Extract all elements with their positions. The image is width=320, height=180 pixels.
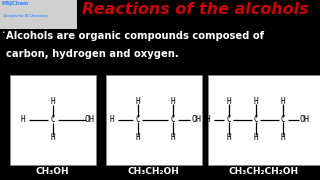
Text: Alcohols are organic compounds composed of: Alcohols are organic compounds composed … bbox=[6, 31, 265, 41]
FancyBboxPatch shape bbox=[208, 75, 320, 165]
FancyBboxPatch shape bbox=[10, 75, 96, 165]
Text: H: H bbox=[254, 133, 258, 142]
Text: CH₃CH₂OH: CH₃CH₂OH bbox=[128, 166, 180, 176]
Text: C: C bbox=[135, 115, 140, 124]
Text: CH₃OH: CH₃OH bbox=[36, 166, 70, 176]
Text: H: H bbox=[281, 133, 285, 142]
Text: H: H bbox=[51, 133, 55, 142]
Text: C: C bbox=[281, 115, 285, 124]
Text: Tutorials for IB Chemistry: Tutorials for IB Chemistry bbox=[2, 14, 47, 18]
Text: MSJChem: MSJChem bbox=[2, 1, 29, 6]
Text: H: H bbox=[135, 133, 140, 142]
Text: H: H bbox=[51, 97, 55, 106]
Text: H: H bbox=[281, 97, 285, 106]
Text: H: H bbox=[227, 97, 231, 106]
Text: C: C bbox=[227, 115, 231, 124]
Text: H: H bbox=[171, 97, 175, 106]
Text: H: H bbox=[110, 115, 114, 124]
Text: OH: OH bbox=[84, 115, 95, 124]
Text: H: H bbox=[135, 97, 140, 106]
Text: CH₃CH₂CH₂OH: CH₃CH₂CH₂OH bbox=[229, 166, 299, 176]
Text: C: C bbox=[51, 115, 55, 124]
Text: Tutorials for IB Chemistry: Tutorials for IB Chemistry bbox=[2, 14, 47, 18]
FancyBboxPatch shape bbox=[0, 0, 77, 29]
Text: •: • bbox=[2, 30, 5, 35]
Text: C: C bbox=[254, 115, 258, 124]
Text: OH: OH bbox=[300, 115, 310, 124]
Text: Reactions of the alcohols: Reactions of the alcohols bbox=[82, 2, 308, 17]
Text: H: H bbox=[20, 115, 25, 124]
Text: H: H bbox=[227, 133, 231, 142]
Text: C: C bbox=[171, 115, 175, 124]
Text: OH: OH bbox=[192, 115, 202, 124]
FancyBboxPatch shape bbox=[106, 75, 202, 165]
Text: carbon, hydrogen and oxygen.: carbon, hydrogen and oxygen. bbox=[6, 49, 179, 59]
Text: MSJChem: MSJChem bbox=[2, 1, 29, 6]
Text: H: H bbox=[206, 115, 210, 124]
Text: H: H bbox=[171, 133, 175, 142]
Text: H: H bbox=[254, 97, 258, 106]
